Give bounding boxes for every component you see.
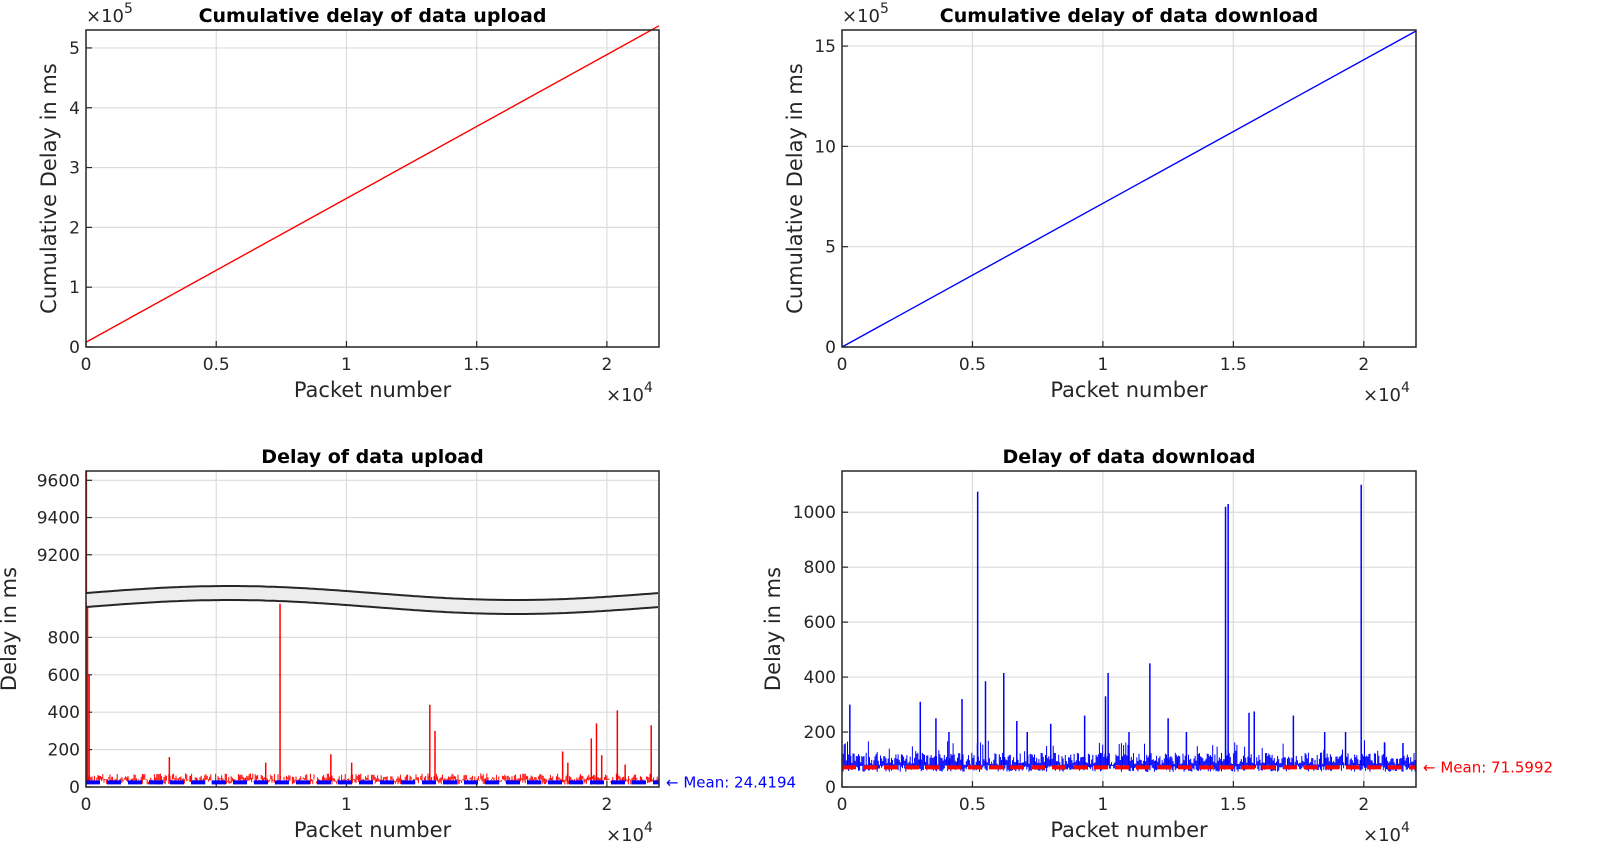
download-delay-chart: 0 200 400 600 800 1000 0 0.5 1 1.5 2 ×104 Packet num… <box>761 446 1553 846</box>
y-axis-label: Delay in ms <box>0 567 21 691</box>
axis-break-band <box>86 586 659 614</box>
x-tick-label: 2 <box>1358 795 1369 815</box>
download-cumulative-chart: 0 5 10 15 0 0.5 1 1.5 2 ×104 Packet number Cumulati… <box>783 1 1417 406</box>
axes-frame <box>841 29 1417 348</box>
x-tick-label: 2 <box>1358 355 1369 375</box>
plot-area <box>86 471 659 787</box>
chart-title: Cumulative delay of data download <box>940 5 1318 27</box>
x-tick-label: 2 <box>601 795 612 815</box>
x-tick-label: 0.5 <box>203 355 230 375</box>
y-tick-label: 2 <box>69 218 80 238</box>
y-tick-label: 10 <box>814 137 836 157</box>
x-exponent-label: ×104 <box>1363 820 1410 846</box>
x-tick-label: 0.5 <box>959 795 986 815</box>
y-tick-label: 0 <box>69 338 80 358</box>
y-tick-label: 0 <box>69 778 80 798</box>
axis-break-upper-edge <box>85 585 659 601</box>
y-tick-label: 3 <box>69 159 80 179</box>
x-tick-label: 1.5 <box>1220 355 1247 375</box>
download-delay-series <box>842 484 1416 772</box>
chart-title: Delay of data upload <box>261 446 483 468</box>
y-tick-label: 15 <box>814 37 836 57</box>
y-axis-label: Cumulative Delay in ms <box>783 63 807 314</box>
x-axis-label: Packet number <box>1050 378 1208 402</box>
y-axis-label: Delay in ms <box>761 567 785 691</box>
axis-break-lower-edge <box>85 599 659 615</box>
axes-frame <box>85 29 660 348</box>
y-tick-label: 400 <box>48 703 80 723</box>
y-exponent-label: ×105 <box>842 1 889 27</box>
y-tick-label: 0 <box>825 338 836 358</box>
x-exponent-label: ×104 <box>1363 380 1410 406</box>
x-tick-label: 1 <box>1097 795 1108 815</box>
y-tick-label: 800 <box>48 628 80 648</box>
y-tick-label: 5 <box>825 238 836 258</box>
x-tick-label: 0 <box>837 355 848 375</box>
y-tick-label: 5 <box>69 39 80 59</box>
y-tick-label: 9600 <box>37 471 80 491</box>
x-tick-label: 1 <box>341 355 352 375</box>
x-axis-label: Packet number <box>1050 818 1208 842</box>
y-exponent-label: ×105 <box>86 1 133 27</box>
x-tick-label: 0.5 <box>203 795 230 815</box>
x-axis-label: Packet number <box>294 378 452 402</box>
mean-annotation: ← Mean: 24.4194 <box>666 773 796 791</box>
y-tick-label: 200 <box>804 723 836 743</box>
y-tick-label: 1 <box>69 278 80 298</box>
x-tick-label: 1.5 <box>1220 795 1247 815</box>
x-exponent-label: ×104 <box>606 820 653 846</box>
upload-cumulative-chart: 0 1 2 3 4 5 0 0.5 1 1.5 2 ×104 Packet number Cumulati… <box>37 1 660 406</box>
y-tick-label: 200 <box>48 741 80 761</box>
axes-frame <box>85 470 660 788</box>
y-tick-label: 4 <box>69 99 80 119</box>
chart-title: Delay of data download <box>1002 446 1255 468</box>
y-tick-label: 600 <box>804 613 836 633</box>
y-tick-label: 1000 <box>793 503 836 523</box>
y-tick-label: 9400 <box>37 509 80 529</box>
x-tick-label: 0 <box>81 795 92 815</box>
x-tick-label: 1 <box>1097 355 1108 375</box>
y-axis-label: Cumulative Delay in ms <box>37 63 61 314</box>
upload-delay-chart: 0 200 400 600 800 9200 9400 9600 0 0.5 1 1.5 2 ×104 Pa… <box>0 446 796 846</box>
y-tick-label: 0 <box>825 778 836 798</box>
x-tick-label: 1 <box>341 795 352 815</box>
axes-frame <box>841 470 1417 788</box>
mean-annotation: ← Mean: 71.5992 <box>1423 758 1553 776</box>
x-tick-label: 0.5 <box>959 355 986 375</box>
x-tick-label: 2 <box>601 355 612 375</box>
y-tick-label: 9200 <box>37 546 80 566</box>
chart-title: Cumulative delay of data upload <box>199 5 547 27</box>
plot-area <box>86 30 659 347</box>
x-tick-label: 0 <box>837 795 848 815</box>
x-tick-label: 1.5 <box>463 355 490 375</box>
cumulative-series-line <box>85 25 660 343</box>
x-tick-label: 1.5 <box>463 795 490 815</box>
y-tick-label: 600 <box>48 666 80 686</box>
x-exponent-label: ×104 <box>606 380 653 406</box>
x-tick-label: 0 <box>81 355 92 375</box>
y-tick-label: 800 <box>804 558 836 578</box>
cumulative-series-line <box>841 30 1417 348</box>
y-tick-label: 400 <box>804 668 836 688</box>
x-axis-label: Packet number <box>294 818 452 842</box>
